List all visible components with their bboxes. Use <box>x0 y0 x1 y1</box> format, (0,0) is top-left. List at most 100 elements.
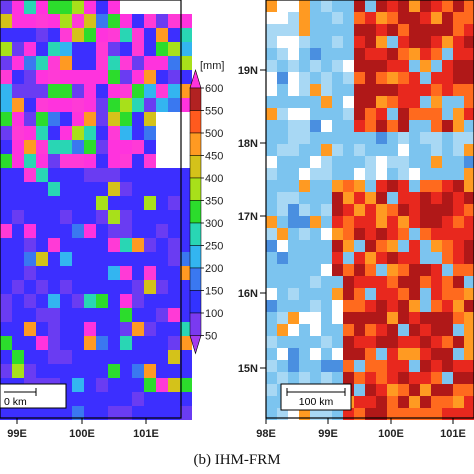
right-map-cell <box>343 108 354 120</box>
left-map-cell <box>144 182 156 196</box>
left-map-cell <box>144 70 156 84</box>
right-map-cell <box>266 324 277 336</box>
right-map-cell <box>376 384 387 396</box>
right-map-cell <box>365 180 376 192</box>
right-map-cell <box>376 408 387 420</box>
right-map-cell <box>464 204 474 216</box>
left-map-cell <box>12 350 24 364</box>
right-map-cell <box>266 24 277 36</box>
left-map-cell <box>168 252 180 266</box>
left-map-cell <box>144 238 156 252</box>
right-map-cell <box>464 36 474 48</box>
left-map-cell <box>24 238 36 252</box>
right-map-cell <box>387 252 398 264</box>
right-map-cell <box>299 192 310 204</box>
right-map-cell <box>266 72 277 84</box>
left-map-cell <box>156 238 168 252</box>
right-map-cell <box>453 60 464 72</box>
left-map-cell <box>144 280 156 294</box>
left-map-panel: 99E 100E 101E 0 km <box>0 0 192 440</box>
right-map-cell <box>453 144 464 156</box>
left-map-cell <box>132 42 144 56</box>
left-map-cell <box>120 294 132 308</box>
left-map-cell <box>36 252 48 266</box>
right-map-cell <box>409 180 420 192</box>
left-map-cell <box>36 0 48 14</box>
right-map-cell <box>453 396 464 408</box>
left-map-cell <box>60 238 72 252</box>
left-map-cell <box>156 0 168 14</box>
left-map-cell <box>96 266 108 280</box>
left-map-cell <box>108 308 120 322</box>
left-map-cell <box>96 70 108 84</box>
left-map-cell <box>36 406 48 420</box>
left-map-cell <box>120 350 132 364</box>
right-map-cell <box>310 168 321 180</box>
right-map-cell <box>321 168 332 180</box>
right-map-cell <box>464 360 474 372</box>
right-map-cell <box>409 360 420 372</box>
right-map-cell <box>343 252 354 264</box>
left-map-cell <box>12 308 24 322</box>
right-map-cell <box>266 216 277 228</box>
left-map-cell <box>168 14 180 28</box>
right-map-cell <box>365 72 376 84</box>
right-map-cell <box>420 24 431 36</box>
right-map-cell <box>365 120 376 132</box>
right-map-cell <box>310 228 321 240</box>
right-map-cell <box>387 396 398 408</box>
left-map-cell <box>108 406 120 420</box>
left-map-cell <box>84 336 96 350</box>
left-map-cell <box>84 0 96 14</box>
left-map-cell <box>144 294 156 308</box>
left-map-cell <box>24 224 36 238</box>
right-map-cell <box>376 204 387 216</box>
left-map-cell <box>168 84 180 98</box>
left-map-cell <box>132 280 144 294</box>
right-map-cell <box>288 372 299 384</box>
left-map-cell <box>108 182 120 196</box>
right-map-cell <box>321 204 332 216</box>
right-map-cell <box>321 228 332 240</box>
left-map-cell <box>132 14 144 28</box>
colorbar-tick-label: 350 <box>205 196 223 208</box>
left-map-cell <box>24 168 36 182</box>
left-map-cell <box>120 210 132 224</box>
right-map-cell <box>409 0 420 12</box>
left-map-cell <box>12 406 24 420</box>
right-map-cell <box>365 60 376 72</box>
left-map-cell <box>144 84 156 98</box>
left-map-cell <box>36 140 48 154</box>
left-map-cell <box>156 112 168 126</box>
right-map-cell <box>442 348 453 360</box>
left-map-cell <box>180 140 192 154</box>
left-map-cell <box>108 56 120 70</box>
right-map-cell <box>453 300 464 312</box>
left-map-cell <box>108 252 120 266</box>
right-map-cell <box>343 0 354 12</box>
left-map-cell <box>132 0 144 14</box>
right-map-cell <box>453 264 464 276</box>
left-map-cell <box>48 154 60 168</box>
right-map-cell <box>420 36 431 48</box>
left-map-cell <box>132 224 144 238</box>
left-map-cell <box>120 196 132 210</box>
left-map-cell <box>72 140 84 154</box>
left-map-cell <box>168 238 180 252</box>
right-y-tick-label: 15N <box>238 363 258 375</box>
right-map-cell <box>387 216 398 228</box>
right-map-cell <box>343 120 354 132</box>
left-map-cell <box>84 140 96 154</box>
right-map-cell <box>409 168 420 180</box>
right-map-cell <box>354 336 365 348</box>
right-map-cell <box>464 312 474 324</box>
right-map-cell <box>420 60 431 72</box>
right-map-cell <box>332 12 343 24</box>
left-map-cell <box>0 266 12 280</box>
left-map-cell <box>156 378 168 392</box>
right-map-cell <box>431 300 442 312</box>
right-map-cell <box>277 192 288 204</box>
right-map-cell <box>299 204 310 216</box>
right-map-cell <box>321 144 332 156</box>
left-map-cell <box>132 294 144 308</box>
